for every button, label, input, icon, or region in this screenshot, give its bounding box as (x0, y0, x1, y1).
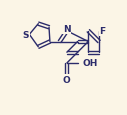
Text: O: O (63, 75, 71, 84)
Text: F: F (100, 27, 106, 36)
Text: N: N (63, 25, 71, 34)
Text: S: S (22, 31, 29, 40)
Text: OH: OH (83, 59, 98, 68)
